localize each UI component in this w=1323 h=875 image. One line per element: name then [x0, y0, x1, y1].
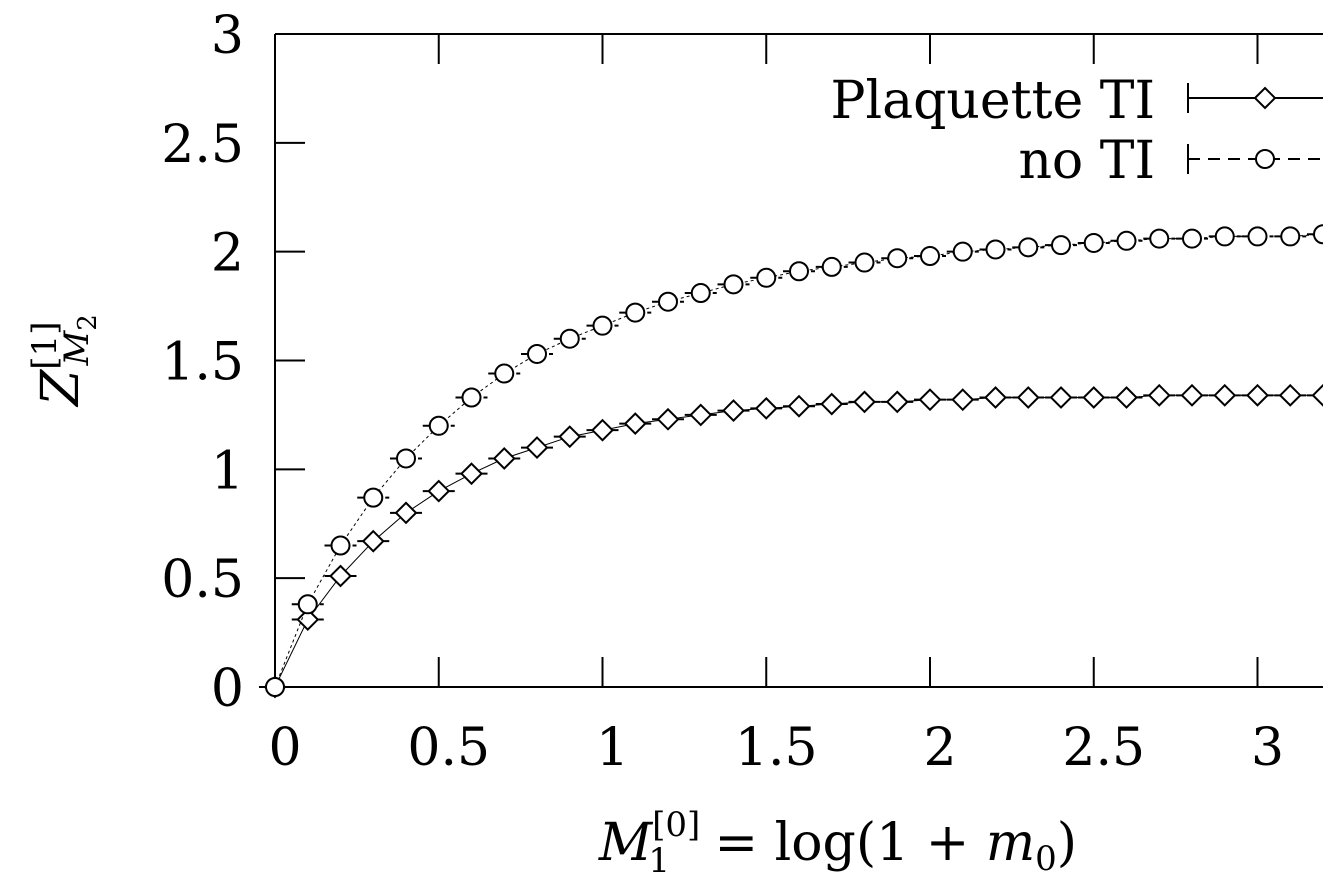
diamond-point — [689, 403, 713, 427]
y-tick-label: 1 — [211, 441, 244, 501]
circle-point — [1051, 235, 1071, 256]
series-line — [274, 394, 1323, 688]
legend-entry-no-ti: no TI — [1018, 131, 1323, 191]
circle-point — [265, 677, 285, 697]
diamond-point — [361, 529, 385, 553]
circle-point — [658, 291, 678, 312]
diamond-point — [885, 390, 909, 414]
y-tick-label: 2.5 — [161, 115, 244, 175]
diamond-point — [591, 418, 614, 442]
diamond-point — [1246, 383, 1269, 407]
diamond-point — [525, 436, 549, 459]
diamond-point — [820, 392, 844, 416]
diamond-point — [722, 399, 745, 422]
circle-point — [887, 248, 908, 269]
x-tick-label: 0 — [268, 718, 301, 778]
y-axis-title: Z[1]M2 — [25, 314, 103, 408]
diamond-point — [853, 390, 876, 414]
diamond-point — [1115, 386, 1138, 409]
diamond-point — [1082, 386, 1106, 409]
tick-labels: 0 0.5 1 1.5 2 2.5 3 0 0.5 1 1.5 2 2.5 3 — [161, 6, 1284, 778]
diamond-point — [558, 425, 582, 449]
diamond-point — [984, 386, 1007, 409]
diamond-point — [1180, 383, 1204, 407]
x-tick-label: 2.5 — [1062, 718, 1145, 778]
circle-point — [363, 487, 384, 508]
axis-ticks — [275, 34, 1259, 687]
circle-point — [1313, 224, 1323, 245]
diamond-point — [1278, 383, 1302, 407]
circle-point — [789, 261, 809, 282]
series-plaquette-ti — [259, 383, 1323, 699]
y-tick-label: 1.5 — [161, 333, 244, 393]
x-axis-title: M[0] 1 = log(1 + m0) — [598, 805, 1077, 875]
circle-point — [330, 535, 351, 556]
legend-circle-marker — [1255, 149, 1275, 169]
legend-label-plaquette-ti: Plaquette TI — [831, 71, 1156, 131]
y-tick-label: 2 — [211, 224, 244, 284]
diamond-point — [951, 388, 975, 412]
plot-frame — [274, 33, 1323, 688]
circle-point — [494, 363, 515, 384]
circle-point — [1214, 226, 1235, 247]
diamond-point — [1016, 386, 1040, 409]
diamond-point — [1147, 383, 1171, 407]
diamond-point — [1049, 386, 1073, 409]
diamond-point — [296, 608, 320, 631]
diamond-point — [329, 564, 352, 588]
legend-entry-plaquette-ti: Plaquette TI — [831, 71, 1323, 131]
diamond-point — [623, 412, 647, 436]
circle-point — [428, 415, 449, 436]
legend-label-no-ti: no TI — [1018, 131, 1155, 191]
diamond-point — [754, 396, 778, 420]
circle-point — [854, 252, 875, 273]
circle-point — [756, 267, 777, 288]
circle-point — [559, 328, 580, 349]
x-tick-label: 1.5 — [735, 718, 818, 778]
diamond-point — [918, 388, 942, 412]
diamond-point — [460, 462, 483, 486]
y-tick-label: 0.5 — [161, 550, 244, 610]
series-line — [274, 233, 1323, 688]
diamond-point — [787, 394, 811, 418]
legend-diamond-marker — [1253, 86, 1277, 110]
series-no-ti — [259, 224, 1323, 697]
x-tick-label: 0.5 — [407, 718, 490, 778]
circle-point — [723, 274, 744, 295]
x-tick-label: 3 — [1251, 718, 1284, 778]
diamond-point — [1311, 383, 1323, 407]
circle-point — [952, 241, 973, 262]
circle-point — [396, 448, 416, 469]
circle-point — [1280, 226, 1301, 247]
circle-point — [920, 246, 940, 267]
circle-point — [1083, 232, 1104, 253]
circle-point — [1182, 228, 1202, 249]
diamond-point — [394, 501, 418, 525]
circle-point — [821, 256, 842, 277]
series-layer — [259, 224, 1323, 699]
x-tick-label: 1 — [596, 718, 629, 778]
circle-point — [297, 594, 318, 615]
diamond-point — [427, 479, 451, 503]
circle-point — [527, 343, 547, 364]
circle-point — [985, 239, 1006, 260]
diamond-point — [1213, 383, 1237, 407]
circle-point — [1149, 228, 1170, 249]
x-tick-label: 2 — [923, 718, 956, 778]
legend: Plaquette TI no TI — [831, 71, 1323, 191]
circle-point — [461, 387, 482, 408]
circle-point — [592, 315, 613, 336]
y-tick-label: 3 — [211, 6, 244, 66]
circle-point — [1116, 230, 1137, 251]
circle-point — [1247, 226, 1268, 247]
circle-point — [1018, 237, 1039, 258]
diamond-point — [492, 447, 516, 470]
diamond-point — [656, 407, 680, 431]
circle-point — [625, 302, 646, 323]
circle-point — [690, 283, 711, 304]
y-tick-label: 0 — [211, 659, 244, 719]
